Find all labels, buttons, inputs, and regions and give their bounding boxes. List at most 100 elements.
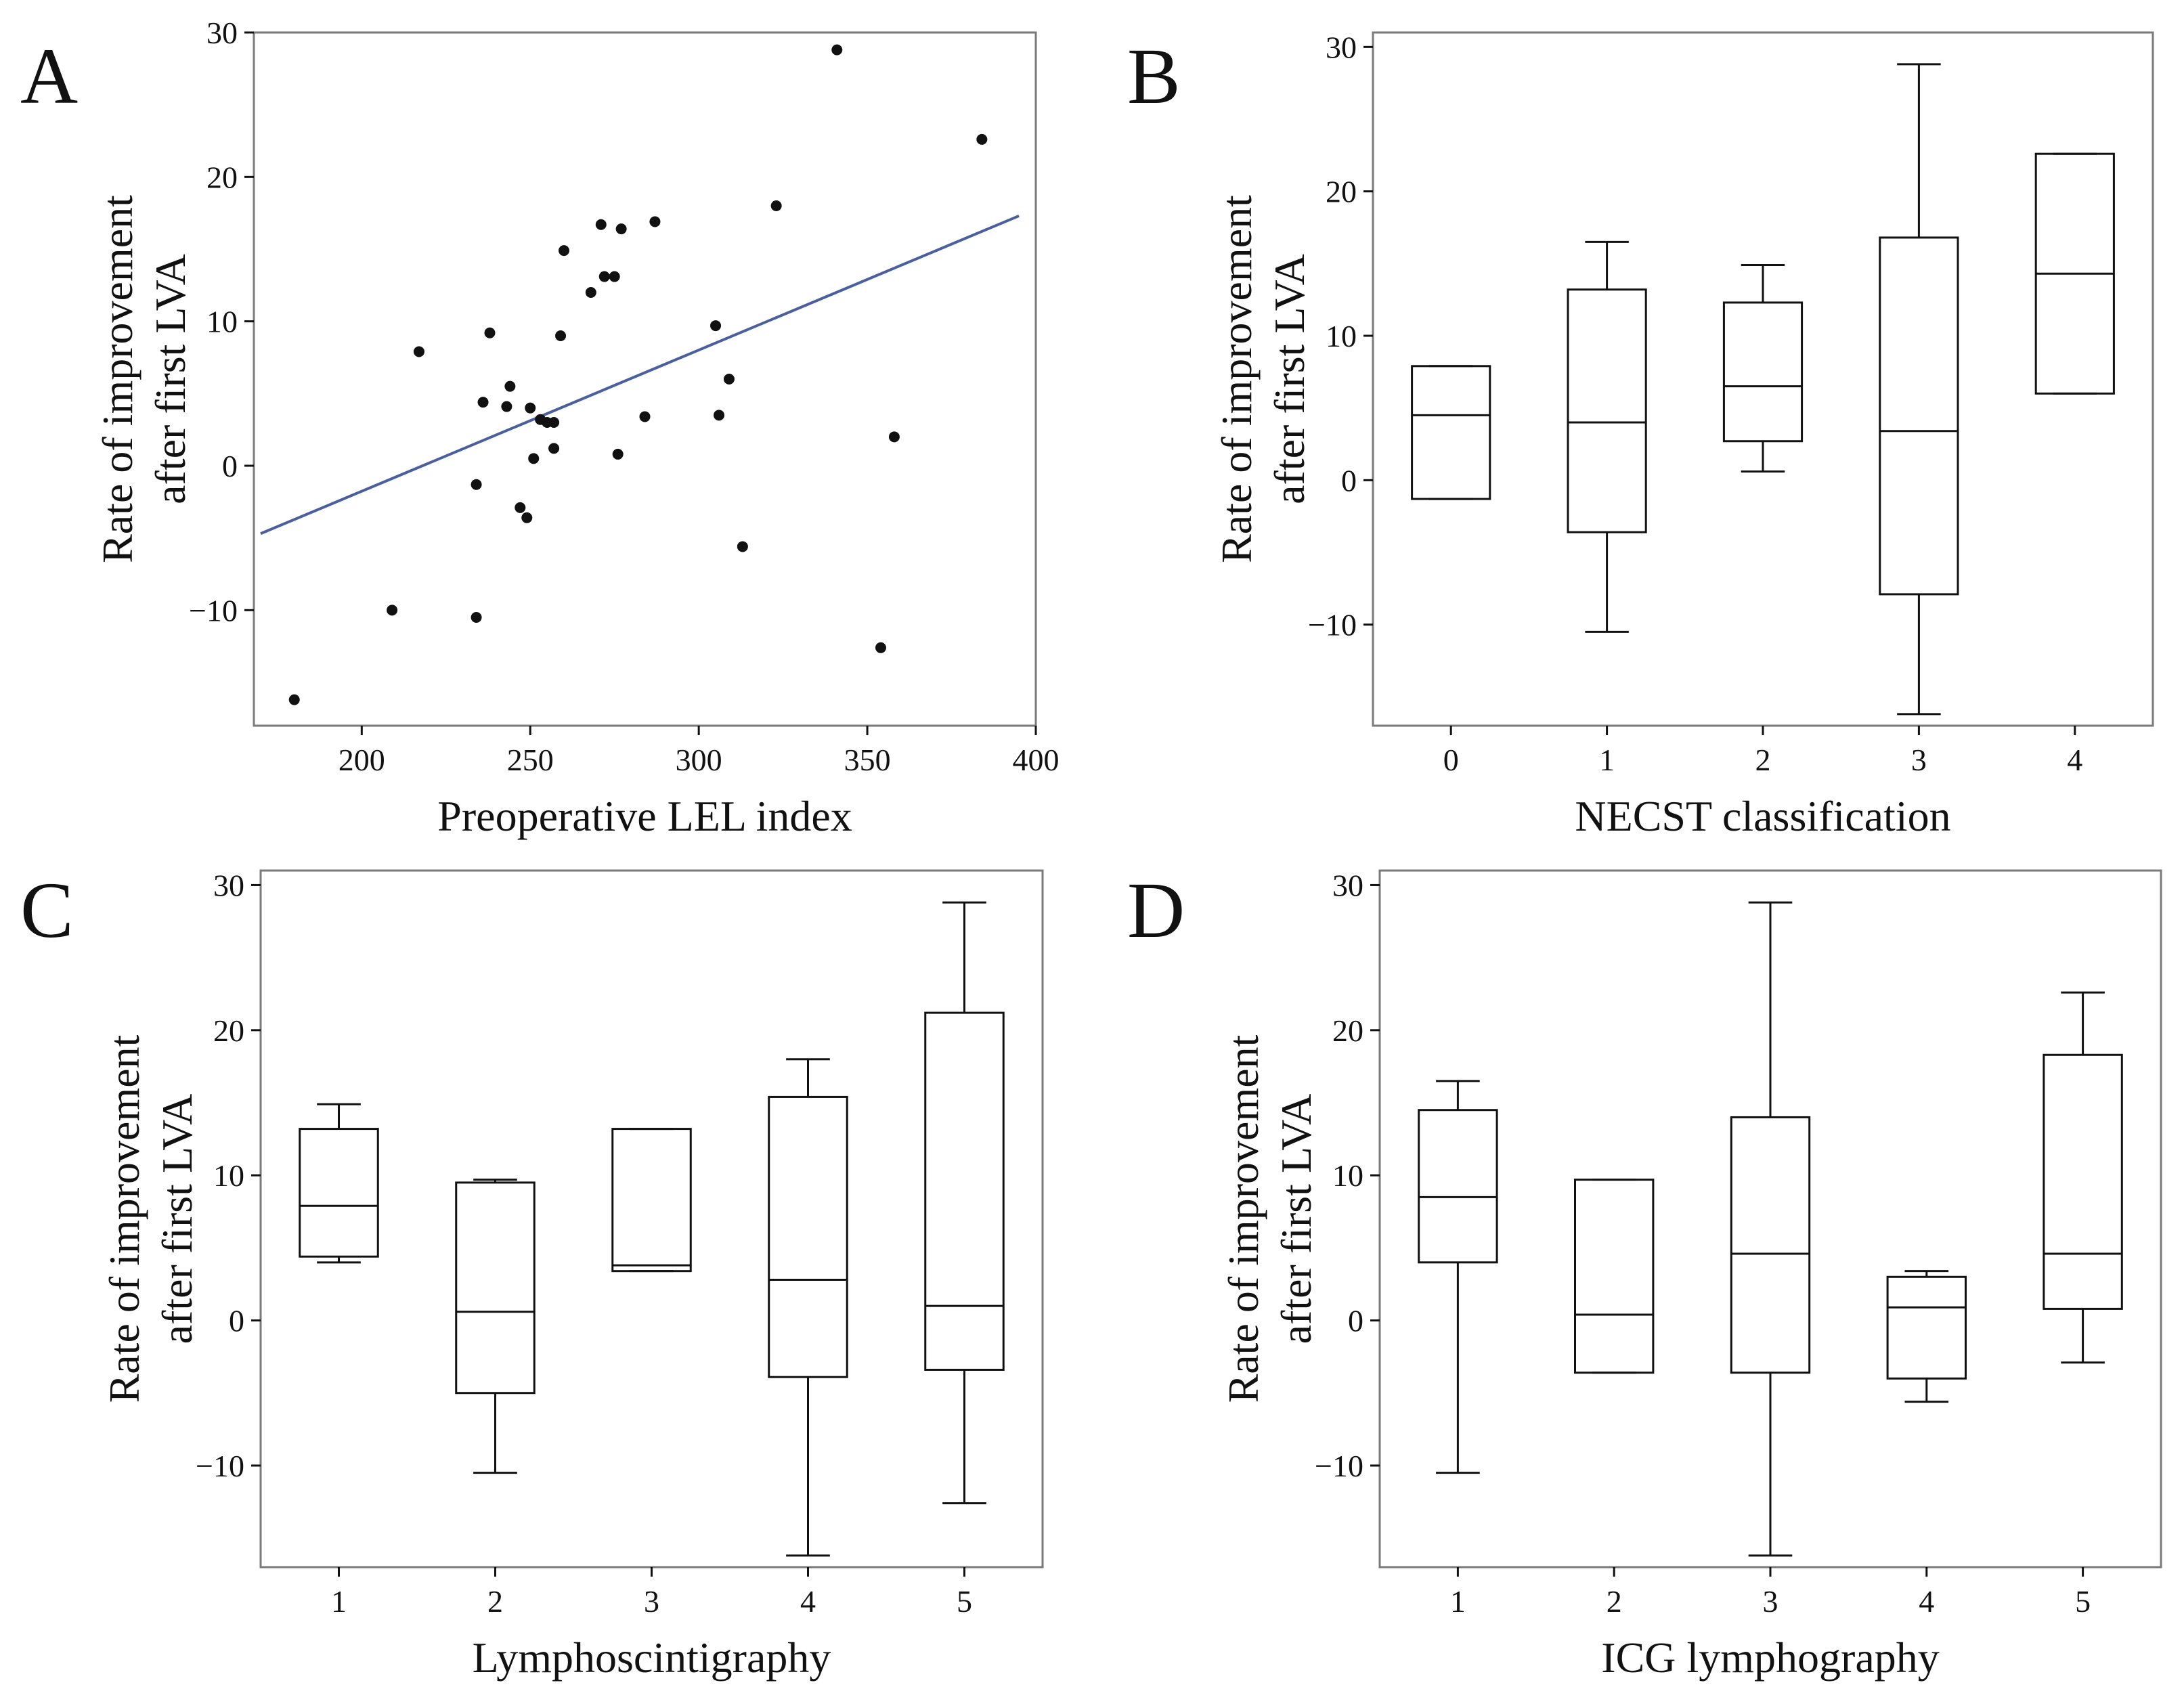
y-axis-title: Rate of improvement after first LVA (1213, 195, 1313, 563)
box-iqr (455, 1181, 536, 1395)
data-point (714, 410, 725, 421)
data-point (639, 411, 651, 422)
box-group-2 (455, 1179, 536, 1474)
box-iqr (1886, 1275, 1967, 1380)
box-group-3 (1730, 901, 1811, 1557)
data-point (976, 133, 988, 145)
regression-line (260, 215, 1020, 535)
box-group-1 (1418, 1080, 1498, 1474)
y-axis-title: Rate of improvement after first LVA (100, 1034, 201, 1403)
x-tick-label: 1 (1599, 743, 1615, 777)
box-group-3 (611, 1128, 692, 1273)
y-axis-title-line: Rate of improvement (100, 1034, 148, 1403)
y-axis-title-line: after first LVA (1272, 1094, 1320, 1344)
x-tick-label: 3 (644, 1584, 659, 1619)
box-group-0 (1411, 365, 1491, 500)
panel-c: C −10 0 10 20 30 Rate of improvement after firs… (20, 866, 1044, 1682)
box-group-4 (768, 1058, 848, 1557)
y-tick-label: 10 (206, 305, 238, 339)
y-tick-label: 20 (206, 160, 238, 194)
box-iqr (1879, 236, 1959, 596)
x-tick-label: 300 (676, 743, 722, 777)
x-tick-label: 2 (1755, 743, 1771, 777)
x-tick-label: 1 (331, 1584, 347, 1619)
box-group-4 (1886, 1270, 1967, 1403)
y-tick-label: 20 (1332, 1013, 1363, 1048)
data-point (471, 479, 482, 490)
data-point (288, 694, 300, 705)
x-tick-label: 4 (2067, 743, 2082, 777)
x-tick-label: 4 (800, 1584, 816, 1619)
y-tick-label: −10 (1308, 608, 1357, 642)
x-tick-label: 2 (487, 1584, 503, 1619)
box-iqr (1574, 1179, 1655, 1374)
data-point (484, 327, 496, 338)
data-point (521, 512, 533, 523)
data-point (585, 287, 596, 298)
x-tick-label: 350 (844, 743, 891, 777)
data-point (598, 271, 610, 282)
data-point (501, 401, 512, 412)
y-tick-label: 20 (213, 1013, 244, 1048)
y-tick-label: 0 (1348, 1304, 1363, 1338)
data-point (525, 402, 536, 414)
panel-letter: B (1127, 32, 1181, 120)
data-point (515, 502, 526, 513)
data-point (595, 219, 607, 230)
x-tick-label: 2 (1607, 1584, 1622, 1619)
box-group-2 (1574, 1179, 1655, 1374)
y-tick-label: 30 (1326, 30, 1357, 64)
box-iqr (611, 1128, 692, 1273)
box-iqr (1418, 1109, 1498, 1264)
y-tick-label: −10 (189, 593, 238, 628)
data-point (555, 330, 567, 341)
x-tick-label: 1 (1450, 1584, 1466, 1619)
panel-a: A −10 0 10 20 30 Rate of improvement after firs… (20, 16, 1060, 840)
y-axis-title-line: Rate of improvement (1219, 1034, 1267, 1403)
y-tick-label: 30 (213, 868, 244, 902)
x-tick-label: 200 (338, 743, 385, 777)
panel-letter: A (20, 32, 78, 120)
data-point (770, 200, 782, 211)
x-tick-label: 0 (1443, 743, 1459, 777)
x-tick-label: 5 (2075, 1584, 2091, 1619)
box-iqr (768, 1095, 848, 1378)
data-point (612, 448, 624, 460)
box-group-4 (2034, 152, 2115, 395)
data-point (888, 431, 900, 443)
data-point (609, 271, 620, 282)
y-tick-label: 10 (1326, 319, 1357, 353)
y-tick-label: 20 (1326, 175, 1357, 209)
box-iqr (1567, 288, 1647, 533)
box-iqr (924, 1011, 1005, 1371)
box-iqr (2043, 1053, 2123, 1310)
box-group-5 (2043, 991, 2123, 1364)
box-iqr (1722, 301, 1804, 443)
data-point (649, 216, 661, 227)
data-point (723, 374, 735, 385)
y-tick-label: 0 (222, 449, 238, 483)
data-point (548, 443, 560, 454)
box-iqr (1730, 1116, 1811, 1374)
box-group-3 (1879, 63, 1959, 716)
y-axis-title-line: after first LVA (1265, 254, 1313, 504)
box-group-2 (1722, 263, 1804, 473)
box-iqr (1411, 365, 1491, 500)
data-point (387, 605, 398, 616)
y-tick-label: −10 (1315, 1449, 1363, 1483)
y-tick-label: 0 (229, 1304, 244, 1338)
x-tick-label: 3 (1763, 1584, 1778, 1619)
y-axis-title-line: Rate of improvement (1213, 195, 1261, 563)
data-point (831, 44, 843, 56)
data-point (737, 541, 748, 552)
data-point (710, 320, 722, 332)
y-tick-label: 10 (1332, 1158, 1363, 1193)
y-axis-title-line: after first LVA (153, 1094, 201, 1344)
data-point (413, 346, 424, 357)
y-axis-title: Rate of improvement after first LVA (93, 195, 194, 563)
x-axis-title: Preoperative LEL index (437, 792, 852, 840)
y-axis-title-line: Rate of improvement (93, 195, 141, 563)
panel-b: B −10 0 10 20 30 Rate of improvement after firs… (1127, 30, 2154, 840)
data-point (559, 245, 570, 257)
